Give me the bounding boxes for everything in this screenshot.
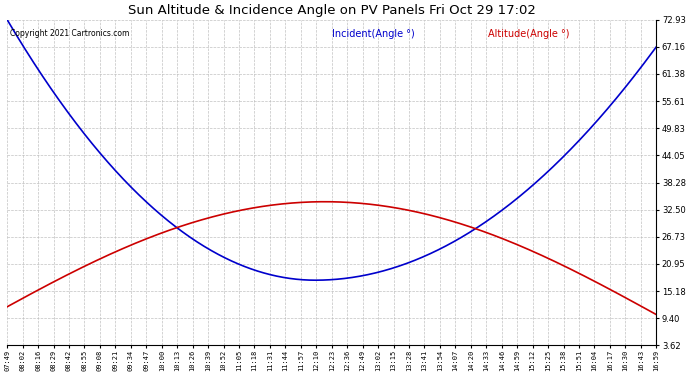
Title: Sun Altitude & Incidence Angle on PV Panels Fri Oct 29 17:02: Sun Altitude & Incidence Angle on PV Pan… [128,4,535,17]
Text: Incident(Angle °): Incident(Angle °) [332,30,415,39]
Text: Altitude(Angle °): Altitude(Angle °) [488,30,569,39]
Text: Copyright 2021 Cartronics.com: Copyright 2021 Cartronics.com [10,30,130,39]
